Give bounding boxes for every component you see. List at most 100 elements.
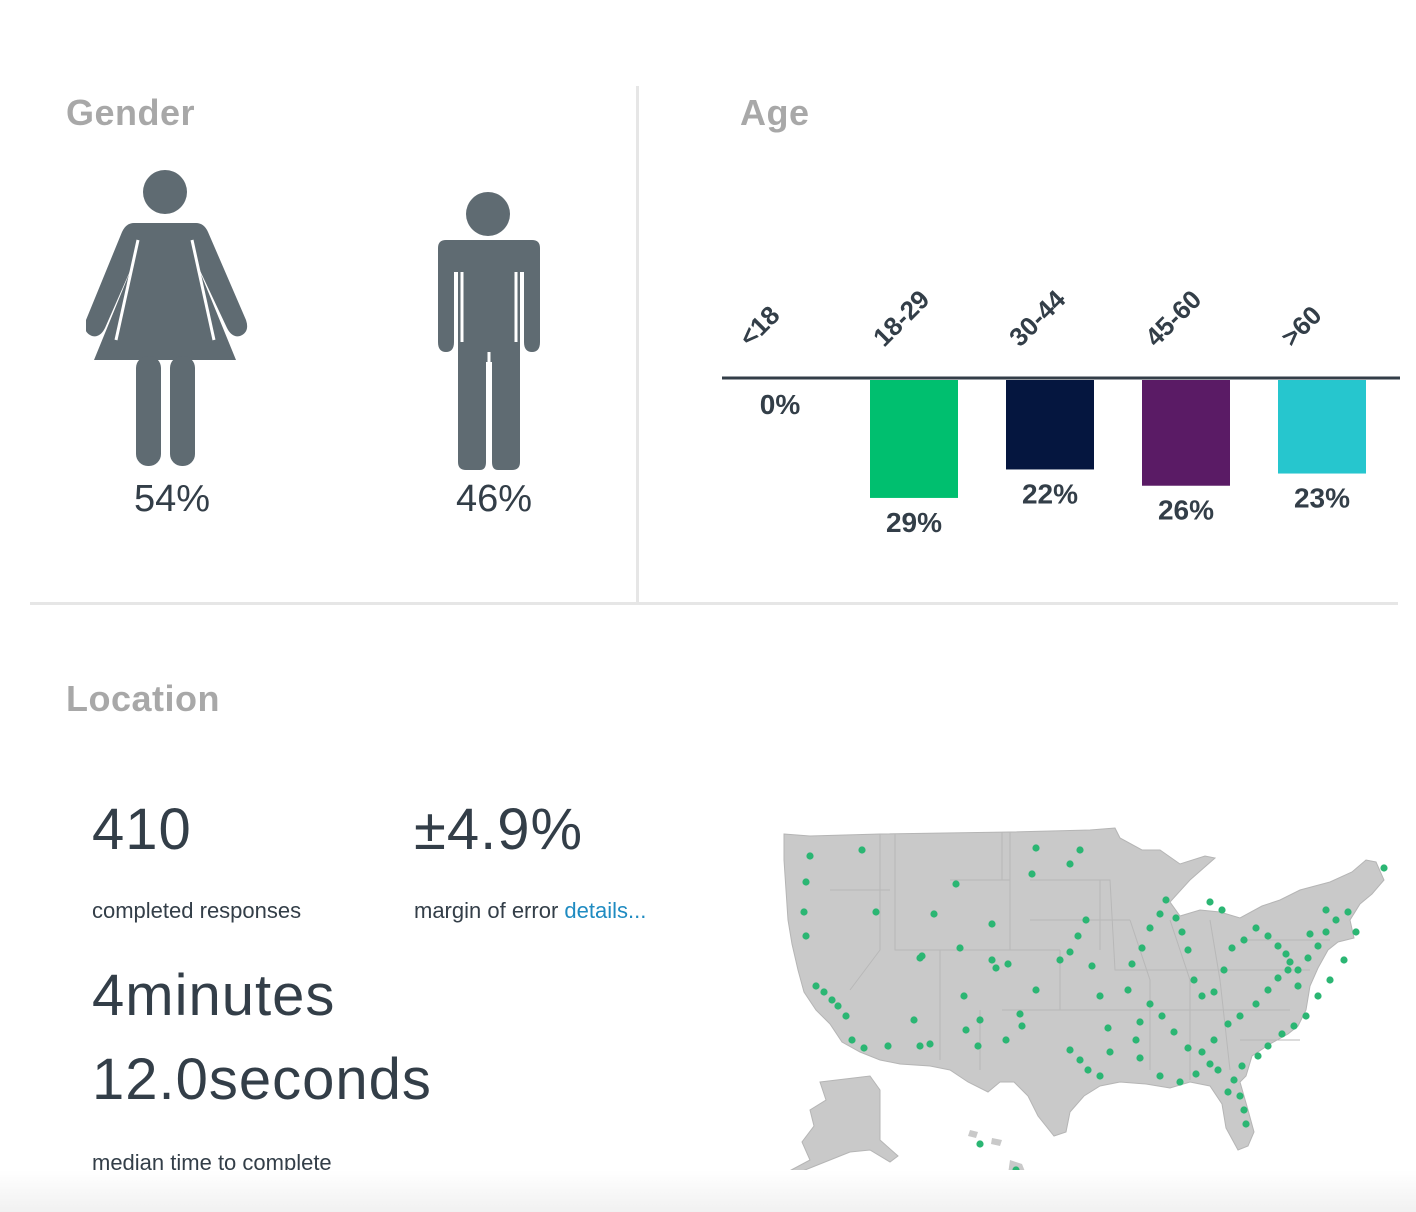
respondent-dot (1018, 1022, 1026, 1030)
respondent-dot (1340, 956, 1348, 964)
respondent-dot (1224, 1020, 1232, 1028)
respondent-dot (842, 1012, 850, 1020)
respondent-dot (926, 1040, 934, 1048)
respondent-dot (806, 852, 814, 860)
respondent-dot (1210, 1036, 1218, 1044)
respondent-dot (1242, 1120, 1250, 1128)
respondent-dot (1294, 966, 1302, 974)
respondent-dot (1302, 1012, 1310, 1020)
respondent-dot (1286, 958, 1294, 966)
respondent-dot (1032, 844, 1040, 852)
age-bar-chart: <18 0% 18-29 29% 30-44 22% 45-60 26% >60 23% (722, 284, 1400, 538)
respondent-dot (1228, 944, 1236, 952)
respondent-dot (918, 952, 926, 960)
respondent-dot (828, 996, 836, 1004)
respondent-dot (1084, 1066, 1092, 1074)
respondent-dot (1224, 1088, 1232, 1096)
age-bar (1278, 380, 1366, 474)
respondent-dot (802, 878, 810, 886)
respondent-dot (1082, 916, 1090, 924)
respondent-dot (1032, 986, 1040, 994)
respondent-dot (1314, 992, 1322, 1000)
respondent-dot (992, 964, 1000, 972)
respondent-dot (1282, 950, 1290, 958)
age-bar-value-label: 23% (1294, 483, 1350, 514)
respondent-dot (1254, 1052, 1262, 1060)
age-bar (870, 380, 958, 498)
respondent-dot (1128, 960, 1136, 968)
responses-label: completed responses (92, 898, 302, 923)
respondent-dot (916, 1042, 924, 1050)
age-title: Age (740, 92, 810, 133)
respondent-dot (1104, 1024, 1112, 1032)
respondent-dot (1206, 1060, 1214, 1068)
respondent-dot (1314, 942, 1322, 950)
respondent-dot (1214, 1066, 1222, 1074)
respondent-dot (1172, 914, 1180, 922)
female-figure-icon (86, 170, 250, 470)
respondent-dot (1264, 1042, 1272, 1050)
respondent-dot (1230, 1076, 1238, 1084)
respondent-dot (1274, 942, 1282, 950)
respondent-dot (1264, 932, 1272, 940)
respondent-dot (1240, 1106, 1248, 1114)
respondent-dot (976, 1016, 984, 1024)
respondent-dot (1178, 928, 1186, 936)
respondent-dot (1176, 1078, 1184, 1086)
responses-count: 410 (92, 797, 192, 862)
respondent-dot (834, 1002, 842, 1010)
respondent-dot (988, 956, 996, 964)
margin-of-error-value: ±4.9% (414, 797, 584, 862)
respondent-dot (1322, 906, 1330, 914)
respondent-dot (1332, 916, 1340, 924)
respondent-dot (1206, 898, 1214, 906)
respondent-dot (1028, 870, 1036, 878)
respondent-dot (988, 920, 996, 928)
respondent-dot (1136, 1018, 1144, 1026)
age-category-label: 30-44 (1003, 284, 1072, 353)
respondent-dot (860, 1044, 868, 1052)
respondent-dot (1002, 1036, 1010, 1044)
respondent-dot (1136, 1054, 1144, 1062)
respondent-dot (960, 992, 968, 1000)
male-figure-icon (436, 192, 544, 472)
respondent-dot (962, 1026, 970, 1034)
age-category-label: <18 (733, 300, 785, 352)
respondent-dot (1184, 1044, 1192, 1052)
respondent-dot (974, 1042, 982, 1050)
respondent-dot (1016, 1010, 1024, 1018)
respondent-dot (1352, 928, 1360, 936)
respondent-dot (1138, 944, 1146, 952)
respondent-dot (1124, 986, 1132, 994)
respondent-dot (1220, 966, 1228, 974)
female-percentage: 54% (133, 478, 211, 520)
respondent-dot (1004, 960, 1012, 968)
respondent-dot (1066, 948, 1074, 956)
respondent-dot (1190, 976, 1198, 984)
respondent-dot (1156, 910, 1164, 918)
respondent-dot (1264, 986, 1272, 994)
respondent-dot (976, 1140, 984, 1148)
section-divider-horizontal (30, 602, 1398, 605)
respondent-dot (1278, 1030, 1286, 1038)
respondent-dot (1170, 1028, 1178, 1036)
gender-title: Gender (66, 92, 196, 133)
respondent-dot (884, 1042, 892, 1050)
respondent-dot (1290, 1022, 1298, 1030)
details-link[interactable]: details... (564, 898, 647, 923)
age-bar (1006, 380, 1094, 470)
respondent-dot (1076, 846, 1084, 854)
respondent-dot (1240, 936, 1248, 944)
age-category-label: 45-60 (1139, 284, 1207, 352)
respondent-dot (1096, 992, 1104, 1000)
respondent-dot (1158, 1012, 1166, 1020)
respondent-dot (956, 944, 964, 952)
respondent-dot (952, 880, 960, 888)
respondent-dot (1274, 974, 1282, 982)
margin-of-error-label-row: margin of error details... (414, 898, 646, 924)
respondent-dot (1238, 1062, 1246, 1070)
location-title: Location (66, 678, 220, 719)
respondent-dot (1066, 860, 1074, 868)
respondent-dot (1132, 1036, 1140, 1044)
respondent-dot (1076, 1056, 1084, 1064)
